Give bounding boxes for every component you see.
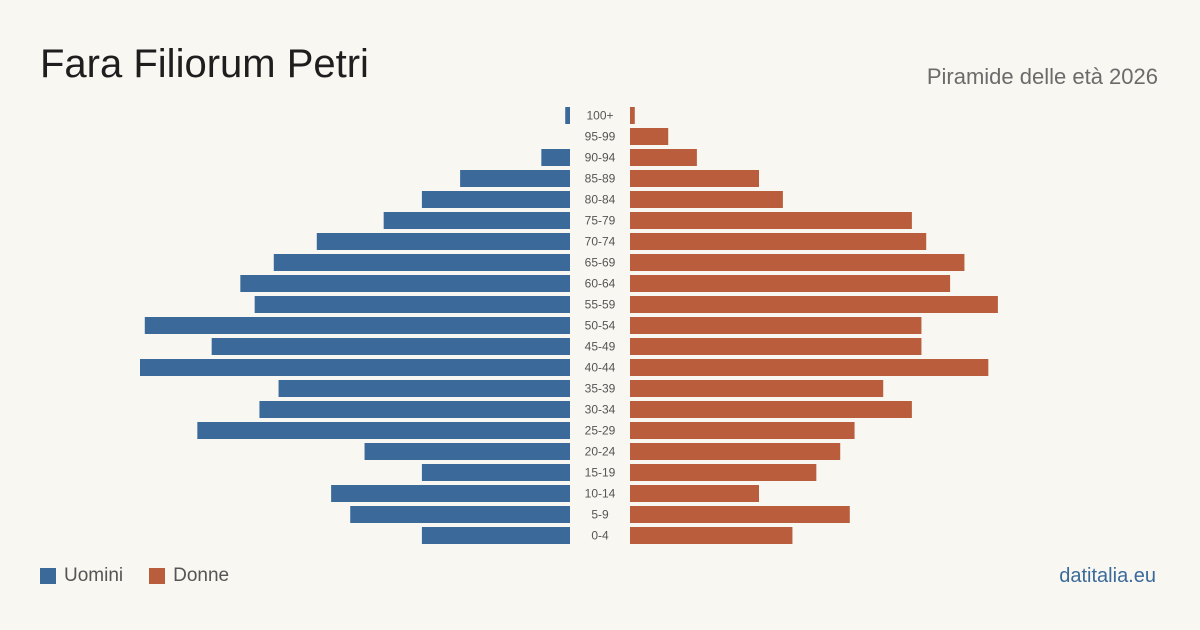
population-pyramid-chart: 100+ 95-99 90-94 85-89 80-84 75-79 70-74 65-69 6… (140, 107, 998, 544)
bar-women-40-44 (630, 359, 989, 376)
age-label-30-34: 30-34 (585, 403, 616, 417)
bar-men-20-24 (364, 443, 570, 460)
age-label-25-29: 25-29 (585, 424, 616, 438)
bar-women-25-29 (630, 422, 855, 439)
bar-women-95-99 (630, 128, 669, 145)
source-link[interactable]: datitalia.eu (1059, 565, 1156, 587)
legend: Uomini Donne (40, 565, 255, 587)
bar-men-75-79 (383, 212, 570, 229)
bar-men-50-54 (144, 317, 570, 334)
age-label-85-89: 85-89 (585, 172, 616, 186)
bar-women-45-49 (630, 338, 922, 355)
age-label-10-14: 10-14 (585, 487, 616, 501)
bar-women-80-84 (630, 191, 783, 208)
bar-men-85-89 (460, 170, 570, 187)
bar-women-0-4 (630, 527, 793, 544)
bar-women-90-94 (630, 149, 697, 166)
bar-women-50-54 (630, 317, 922, 334)
bar-men-90-94 (541, 149, 570, 166)
legend-item-men: Uomini (40, 565, 123, 587)
bar-men-35-39 (278, 380, 570, 397)
bar-men-100+ (565, 107, 570, 124)
legend-swatch-men (40, 568, 56, 584)
age-label-0-4: 0-4 (591, 529, 609, 543)
bar-men-10-14 (331, 485, 570, 502)
legend-item-women: Donne (149, 565, 229, 587)
bar-women-75-79 (630, 212, 912, 229)
age-label-40-44: 40-44 (585, 361, 616, 375)
bar-women-60-64 (630, 275, 951, 292)
chart-title: Fara Filiorum Petri (40, 42, 369, 86)
bar-men-0-4 (421, 527, 570, 544)
bar-men-25-29 (197, 422, 571, 439)
bar-men-5-9 (350, 506, 570, 523)
bar-women-65-69 (630, 254, 965, 271)
age-label-80-84: 80-84 (585, 193, 616, 207)
bar-women-30-34 (630, 401, 912, 418)
age-label-55-59: 55-59 (585, 298, 616, 312)
legend-label-men: Uomini (64, 565, 124, 586)
bar-men-30-34 (259, 401, 570, 418)
bar-men-70-74 (316, 233, 570, 250)
legend-swatch-women (149, 568, 166, 584)
bar-women-70-74 (630, 233, 927, 250)
bar-men-60-64 (240, 275, 571, 292)
bar-men-40-44 (140, 359, 570, 376)
legend-label-women: Donne (173, 565, 230, 586)
bar-women-100+ (630, 107, 635, 124)
bar-women-55-59 (630, 296, 998, 313)
age-label-70-74: 70-74 (585, 235, 616, 249)
bar-women-10-14 (630, 485, 759, 502)
age-label-5-9: 5-9 (591, 508, 609, 522)
age-label-60-64: 60-64 (585, 277, 616, 291)
bar-women-20-24 (630, 443, 841, 460)
bar-men-45-49 (211, 338, 570, 355)
age-label-20-24: 20-24 (585, 445, 616, 459)
bar-women-35-39 (630, 380, 884, 397)
bar-men-55-59 (254, 296, 570, 313)
bar-men-65-69 (273, 254, 570, 271)
age-label-45-49: 45-49 (585, 340, 616, 354)
age-label-15-19: 15-19 (585, 466, 616, 480)
chart-subtitle: Piramide delle età 2026 (926, 64, 1158, 89)
age-label-95-99: 95-99 (585, 130, 616, 144)
age-label-65-69: 65-69 (585, 256, 616, 270)
bar-men-80-84 (421, 191, 570, 208)
bar-women-5-9 (630, 506, 850, 523)
age-label-35-39: 35-39 (585, 382, 616, 396)
age-label-100+: 100+ (586, 109, 613, 123)
bar-women-15-19 (630, 464, 817, 481)
age-label-90-94: 90-94 (585, 151, 616, 165)
age-label-75-79: 75-79 (585, 214, 616, 228)
bar-men-15-19 (421, 464, 570, 481)
bar-women-85-89 (630, 170, 759, 187)
age-label-50-54: 50-54 (585, 319, 616, 333)
